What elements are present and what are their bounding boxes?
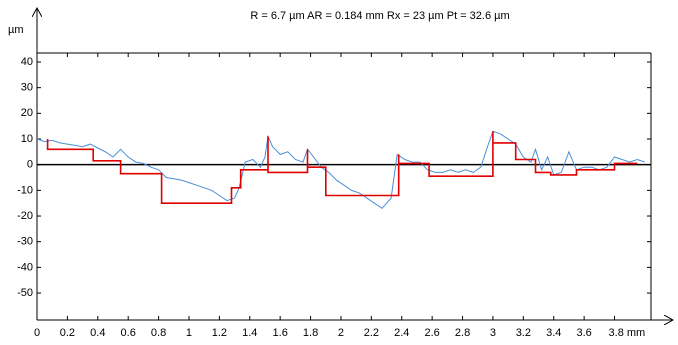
chart-title: R = 6.7 µm AR = 0.184 mm Rx = 23 µm Pt =… — [250, 10, 509, 22]
x-tick-label: 2 — [338, 327, 344, 339]
x-tick-label: 2.4 — [394, 327, 409, 339]
y-tick-label: 20 — [21, 107, 33, 119]
x-tick-label: 3 — [490, 327, 496, 339]
x-tick-label: 3.6 — [576, 327, 591, 339]
y-tick-label: 30 — [21, 82, 33, 94]
y-tick-label: -20 — [17, 210, 33, 222]
x-tick-label: 3.8 mm — [609, 327, 646, 339]
profile-line — [46, 131, 638, 204]
y-tick-label: -30 — [17, 236, 33, 248]
x-tick-label: 0.6 — [121, 327, 136, 339]
y-tick-label: 10 — [21, 133, 33, 145]
y-tick-label: 0 — [27, 159, 33, 171]
profile-line — [36, 130, 646, 209]
y-tick-label: -50 — [17, 287, 33, 299]
x-tick-label: 3.2 — [516, 327, 531, 339]
y-axis-label: µm — [8, 24, 24, 36]
x-tick-label: 1.2 — [212, 327, 227, 339]
x-tick-label: 2.6 — [425, 327, 440, 339]
x-tick-label: 1.8 — [303, 327, 318, 339]
x-tick-label: 0.8 — [151, 327, 166, 339]
x-tick-label: 0 — [34, 327, 40, 339]
x-tick-label: 1 — [186, 327, 192, 339]
x-tick-label: 2.8 — [455, 327, 470, 339]
x-tick-label: 0.2 — [60, 327, 75, 339]
y-tick-label: -40 — [17, 261, 33, 273]
x-tick-label: 1.4 — [242, 327, 257, 339]
y-tick-label: 40 — [21, 56, 33, 68]
x-tick-label: 3.4 — [546, 327, 561, 339]
y-tick-label: -10 — [17, 184, 33, 196]
x-tick-label: 1.6 — [273, 327, 288, 339]
x-tick-label: 0.4 — [90, 327, 105, 339]
x-tick-label: 2.2 — [364, 327, 379, 339]
